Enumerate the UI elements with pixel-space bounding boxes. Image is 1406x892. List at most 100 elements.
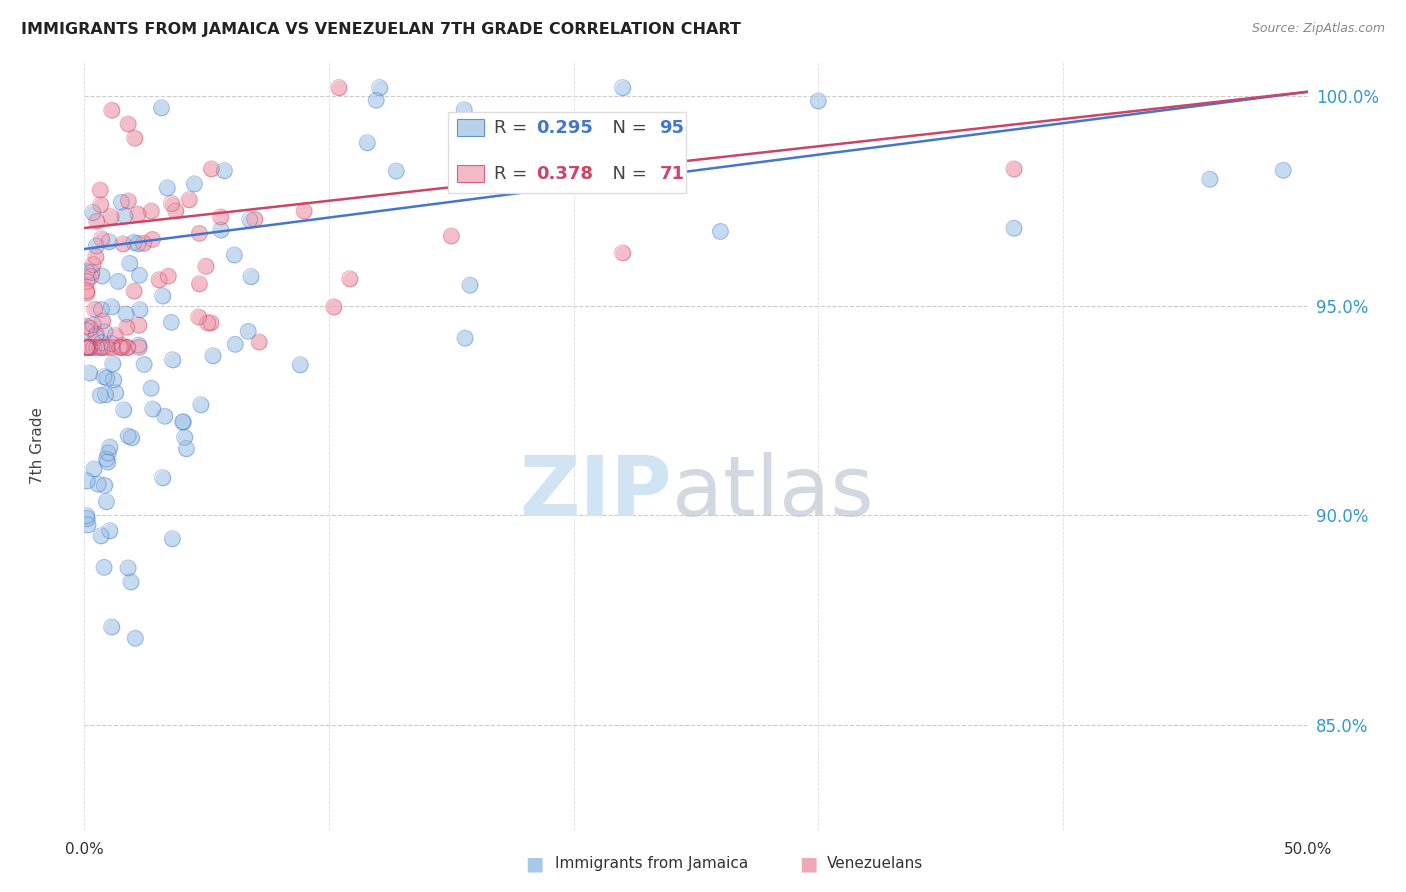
- Text: N =: N =: [600, 165, 652, 183]
- Point: [93, 478, 115, 492]
- Point: [80, 269, 103, 284]
- Point: [96, 371, 118, 385]
- Point: [368, 80, 391, 95]
- Point: [458, 278, 481, 293]
- Point: [104, 328, 127, 343]
- Point: [173, 430, 195, 444]
- Point: [179, 193, 201, 207]
- Point: [96, 494, 118, 508]
- Point: [224, 248, 246, 262]
- Point: [90, 341, 112, 355]
- Bar: [457, 120, 484, 136]
- Point: [86, 340, 108, 354]
- Point: [100, 300, 122, 314]
- Point: [93, 560, 115, 574]
- Point: [150, 101, 173, 115]
- Point: [89, 388, 111, 402]
- Point: [238, 325, 260, 339]
- Point: [83, 341, 105, 355]
- Point: [87, 477, 110, 491]
- Point: [76, 511, 98, 525]
- Point: [122, 235, 145, 250]
- Point: [200, 161, 222, 176]
- Point: [76, 474, 98, 488]
- Point: [76, 319, 98, 334]
- Point: [101, 103, 124, 118]
- Point: [127, 236, 149, 251]
- Point: [172, 415, 194, 429]
- Point: [117, 117, 139, 131]
- Point: [612, 245, 634, 260]
- Point: [86, 340, 108, 354]
- Point: [79, 341, 101, 355]
- Point: [82, 258, 104, 272]
- Point: [1002, 221, 1025, 235]
- Point: [288, 358, 311, 372]
- Point: [76, 323, 98, 337]
- Point: [90, 197, 112, 211]
- Point: [132, 236, 155, 251]
- Point: [152, 471, 174, 485]
- Point: [162, 532, 184, 546]
- Point: [176, 442, 198, 456]
- Point: [458, 278, 481, 293]
- Point: [96, 455, 118, 469]
- Point: [117, 194, 139, 208]
- Text: 7th Grade: 7th Grade: [31, 408, 45, 484]
- Point: [91, 268, 114, 283]
- Point: [160, 315, 183, 329]
- Point: [122, 284, 145, 298]
- Point: [77, 341, 100, 355]
- Point: [76, 286, 98, 301]
- Text: 0.295: 0.295: [536, 119, 592, 136]
- Point: [80, 265, 103, 279]
- Point: [115, 307, 138, 321]
- Point: [117, 561, 139, 575]
- Point: [114, 209, 136, 223]
- Point: [79, 321, 101, 335]
- Point: [172, 415, 194, 429]
- Text: Venezuelans: Venezuelans: [827, 856, 922, 871]
- Point: [91, 314, 114, 328]
- Point: [238, 325, 260, 339]
- Point: [86, 214, 108, 228]
- Point: [76, 341, 98, 355]
- Point: [103, 373, 125, 387]
- Point: [200, 316, 222, 330]
- Point: [153, 409, 176, 424]
- Point: [124, 632, 146, 646]
- Point: [247, 334, 270, 349]
- Point: [84, 329, 107, 343]
- Point: [156, 181, 179, 195]
- Point: [173, 430, 195, 444]
- Point: [190, 398, 212, 412]
- Point: [141, 232, 163, 246]
- Point: [139, 381, 162, 395]
- Text: Source: ZipAtlas.com: Source: ZipAtlas.com: [1251, 22, 1385, 36]
- Point: [111, 236, 134, 251]
- Point: [80, 265, 103, 279]
- Point: [454, 331, 477, 345]
- Point: [100, 210, 122, 224]
- Point: [128, 318, 150, 333]
- Point: [82, 318, 104, 332]
- Point: [101, 341, 124, 355]
- Point: [239, 269, 262, 284]
- Point: [188, 277, 211, 291]
- Point: [117, 341, 139, 355]
- Point: [90, 302, 112, 317]
- Point: [79, 341, 101, 355]
- Text: ZIP: ZIP: [519, 451, 672, 533]
- Point: [328, 80, 350, 95]
- Point: [128, 338, 150, 352]
- Point: [76, 286, 98, 301]
- Point: [82, 258, 104, 272]
- Point: [94, 325, 117, 339]
- Point: [94, 387, 117, 401]
- Point: [89, 341, 111, 355]
- Point: [89, 183, 111, 197]
- Point: [368, 80, 391, 95]
- Point: [111, 338, 134, 352]
- Point: [292, 204, 315, 219]
- Point: [79, 321, 101, 335]
